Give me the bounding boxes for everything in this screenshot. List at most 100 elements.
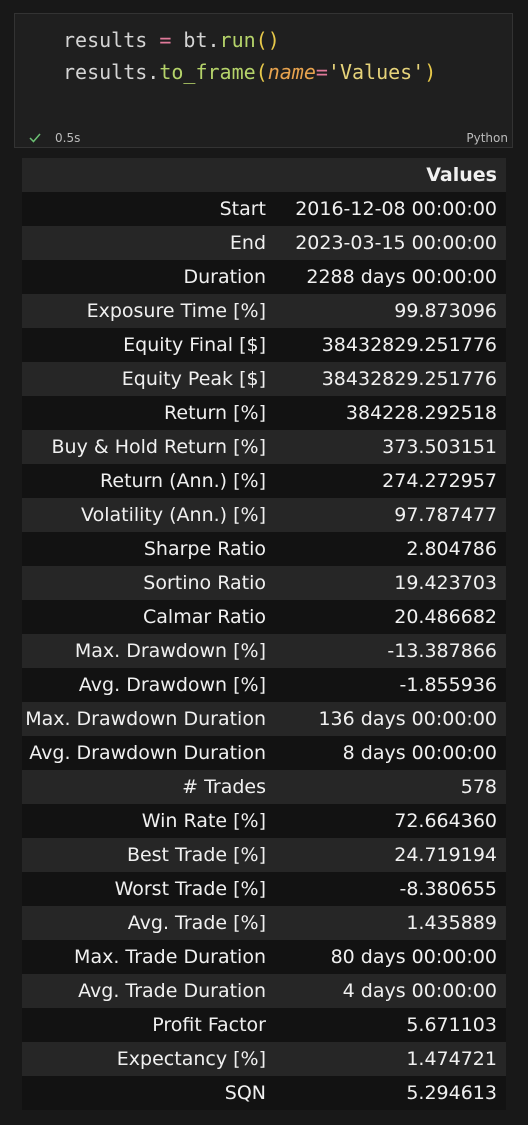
table-row: Best Trade [%] 24.719194 [22,838,506,872]
table-row: Sortino Ratio 19.423703 [22,566,506,600]
row-value: 20.486682 [394,606,497,628]
row-label: Best Trade [%] [126,844,266,866]
table-row: Equity Final [$] 38432829.251776 [22,328,506,362]
row-value: -13.387866 [387,640,497,662]
row-value: 2.804786 [406,538,497,560]
table-row: Volatility (Ann.) [%] 97.787477 [22,498,506,532]
token: bt. [183,28,220,52]
token: results. [63,60,160,84]
row-value: 384228.292518 [345,402,497,424]
table-row: Worst Trade [%] -8.380655 [22,872,506,906]
table-row: Start 2016-12-08 00:00:00 [22,192,506,226]
token: run [219,28,256,52]
row-value: 5.294613 [406,1082,497,1104]
row-label: # Trades [182,776,266,798]
row-value: 1.474721 [406,1048,497,1070]
table-row: SQN 5.294613 [22,1076,506,1110]
table-row: Max. Drawdown [%] -13.387866 [22,634,506,668]
row-value: 136 days 00:00:00 [318,708,497,730]
status-bar: 0.5s Python [14,128,513,148]
row-value: 80 days 00:00:00 [330,946,497,968]
token: () [255,28,280,52]
row-value: 97.787477 [394,504,497,526]
row-label: Volatility (Ann.) [%] [81,504,266,526]
row-value: 19.423703 [394,572,497,594]
row-value: 38432829.251776 [321,334,497,356]
row-label: Return (Ann.) [%] [100,470,266,492]
code-line: results = bt.run() [63,28,280,52]
row-label: Sortino Ratio [143,572,266,594]
row-value: 72.664360 [394,810,497,832]
row-label: Avg. Drawdown Duration [29,742,266,764]
token: to_frame [159,60,256,84]
row-label: Equity Peak [$] [121,368,266,390]
table-row: Max. Drawdown Duration 136 days 00:00:00 [22,702,506,736]
row-value: 5.671103 [406,1014,497,1036]
row-label: SQN [224,1082,266,1104]
row-label: Avg. Trade Duration [78,980,266,1002]
row-label: Max. Drawdown [%] [74,640,266,662]
token: name [267,60,316,84]
row-label: Max. Trade Duration [74,946,266,968]
row-label: Max. Drawdown Duration [25,708,266,730]
row-value: 274.272957 [382,470,497,492]
table-row: End 2023-03-15 00:00:00 [22,226,506,260]
table-row: Profit Factor 5.671103 [22,1008,506,1042]
code-line: results.to_frame(name='Values') [63,60,436,84]
row-value: 4 days 00:00:00 [342,980,497,1002]
row-label: Buy & Hold Return [%] [51,436,266,458]
row-value: 38432829.251776 [321,368,497,390]
token: 'Values' [327,60,425,84]
token: = [315,60,328,84]
row-label: Duration [183,266,266,288]
row-value: 578 [460,776,497,798]
code-cell[interactable]: results = bt.run() results.to_frame(name… [14,13,513,148]
row-label: Equity Final [$] [123,334,266,356]
row-value: -1.855936 [399,674,497,696]
column-header: Values [426,164,497,186]
token: = [147,28,184,52]
header-row: Values [22,158,506,192]
table-row: Max. Trade Duration 80 days 00:00:00 [22,940,506,974]
table-row: Calmar Ratio 20.486682 [22,600,506,634]
row-value: -8.380655 [399,878,497,900]
check-icon [29,133,41,143]
row-label: Sharpe Ratio [143,538,266,560]
row-value: 8 days 00:00:00 [342,742,497,764]
table-row: Win Rate [%] 72.664360 [22,804,506,838]
duration: 0.5s [55,131,81,145]
output-table: Values Start 2016-12-08 00:00:00 End 2023-0… [22,158,506,1110]
table-row: Expectancy [%] 1.474721 [22,1042,506,1076]
row-label: Exposure Time [%] [86,300,266,322]
row-value: 373.503151 [382,436,497,458]
row-label: Start [219,198,266,220]
row-value: 2016-12-08 00:00:00 [295,198,497,220]
row-label: Win Rate [%] [141,810,266,832]
token: results [63,28,148,52]
row-label: Avg. Drawdown [%] [78,674,266,696]
table-row: Avg. Drawdown Duration 8 days 00:00:00 [22,736,506,770]
row-label: End [229,232,266,254]
row-value: 24.719194 [394,844,497,866]
row-value: 1.435889 [406,912,497,934]
table-row: Return [%] 384228.292518 [22,396,506,430]
table-row: Avg. Drawdown [%] -1.855936 [22,668,506,702]
row-label: Profit Factor [152,1014,266,1036]
row-label: Avg. Trade [%] [127,912,266,934]
token: ( [255,60,268,84]
table-row: Sharpe Ratio 2.804786 [22,532,506,566]
row-label: Return [%] [164,402,266,424]
row-value: 2288 days 00:00:00 [306,266,497,288]
table-row: # Trades 578 [22,770,506,804]
language: Python [466,131,508,145]
table-row: Avg. Trade Duration 4 days 00:00:00 [22,974,506,1008]
table-row: Exposure Time [%] 99.873096 [22,294,506,328]
table-row: Duration 2288 days 00:00:00 [22,260,506,294]
row-label: Expectancy [%] [116,1048,266,1070]
table-row: Buy & Hold Return [%] 373.503151 [22,430,506,464]
table-row: Avg. Trade [%] 1.435889 [22,906,506,940]
row-label: Worst Trade [%] [114,878,266,900]
row-value: 2023-03-15 00:00:00 [295,232,497,254]
row-label: Calmar Ratio [143,606,266,628]
